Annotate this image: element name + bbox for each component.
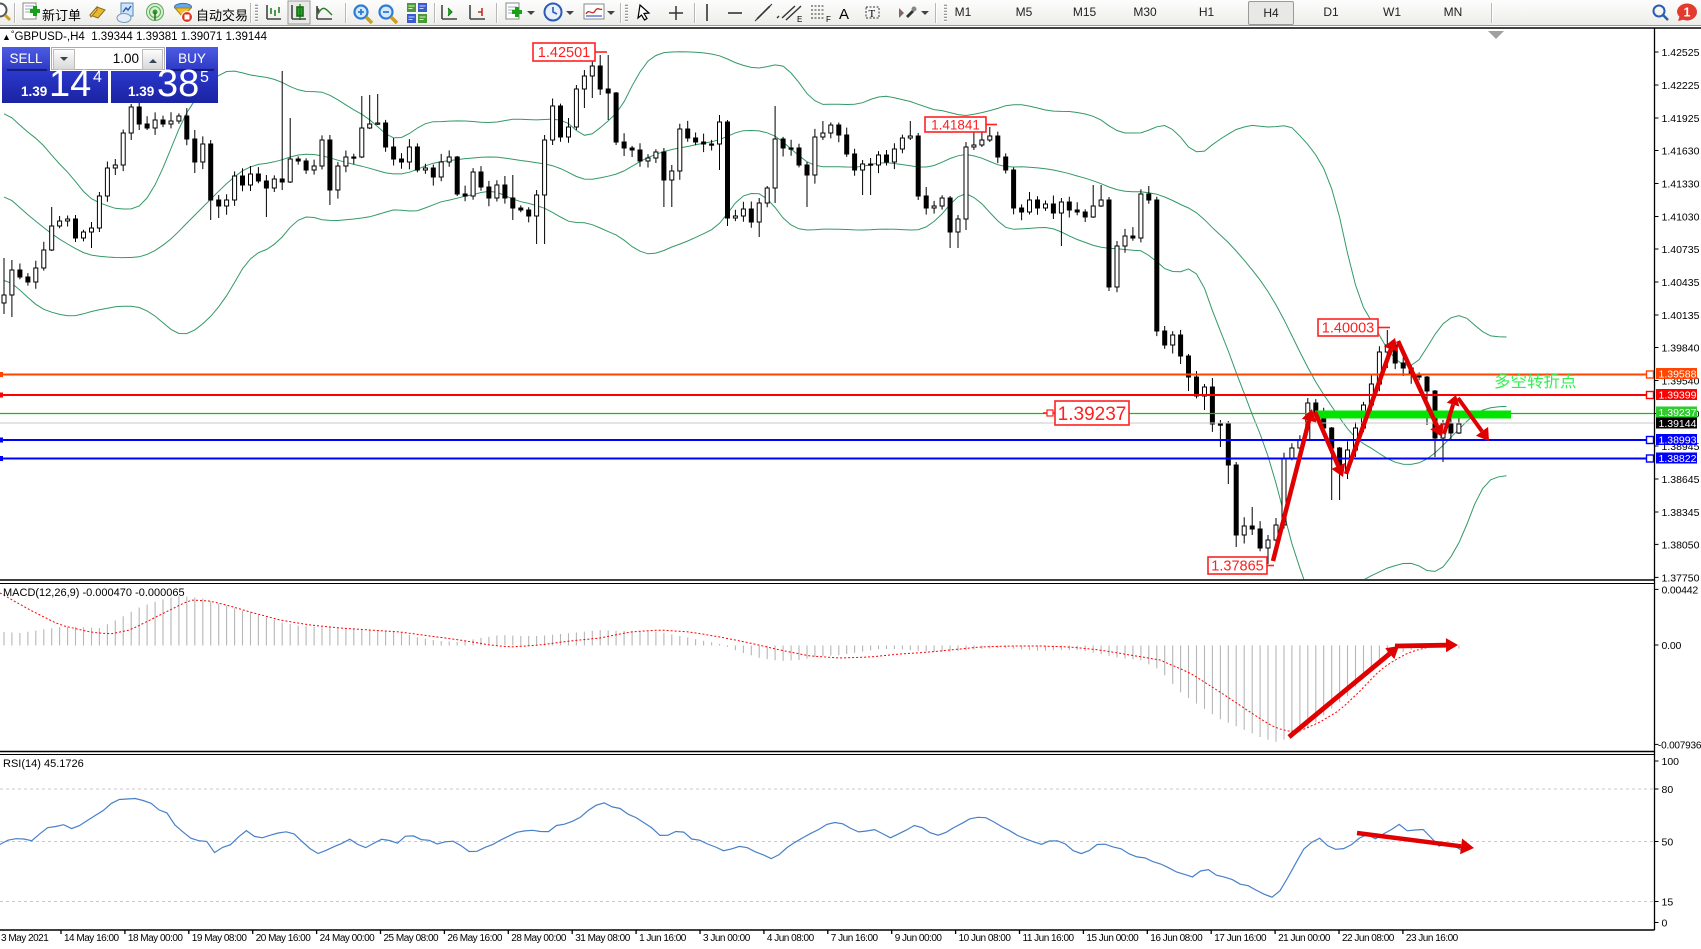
svg-text:0: 0 <box>1662 918 1668 930</box>
svg-text:1.39588: 1.39588 <box>1659 369 1697 381</box>
svg-text:19 May 08:00: 19 May 08:00 <box>192 933 248 944</box>
svg-text:1.38645: 1.38645 <box>1662 474 1700 486</box>
svg-text:11 Jun 16:00: 11 Jun 16:00 <box>1023 933 1075 944</box>
svg-text:0.00442: 0.00442 <box>1662 584 1699 596</box>
svg-text:1.41630: 1.41630 <box>1662 146 1700 158</box>
svg-text:1.41330: 1.41330 <box>1662 179 1700 191</box>
svg-text:26 May 16:00: 26 May 16:00 <box>447 933 503 944</box>
svg-text:50: 50 <box>1662 837 1674 849</box>
svg-text:1.41925: 1.41925 <box>1662 113 1700 125</box>
svg-text:16 Jun 08:00: 16 Jun 08:00 <box>1150 933 1203 944</box>
svg-text:28 May 00:00: 28 May 00:00 <box>511 933 567 944</box>
svg-text:14 May 16:00: 14 May 16:00 <box>64 933 120 944</box>
svg-text:F: F <box>826 15 831 24</box>
svg-text:25 May 08:00: 25 May 08:00 <box>384 933 440 944</box>
svg-text:1.38822: 1.38822 <box>1659 453 1697 465</box>
svg-text:1.42225: 1.42225 <box>1662 80 1700 92</box>
svg-text:1.37865: 1.37865 <box>1211 559 1263 575</box>
svg-text:多空转折点: 多空转折点 <box>1494 372 1577 391</box>
svg-text:1.40003: 1.40003 <box>1322 321 1374 337</box>
svg-text:1.39399: 1.39399 <box>1659 390 1697 402</box>
svg-text:9 Jun 00:00: 9 Jun 00:00 <box>895 933 943 944</box>
svg-text:MACD(12,26,9) -0.000470 -0.000: MACD(12,26,9) -0.000470 -0.000065 <box>3 587 185 599</box>
svg-text:1.37750: 1.37750 <box>1662 572 1700 584</box>
svg-text:A: A <box>839 6 849 23</box>
svg-text:1.41841: 1.41841 <box>931 117 980 132</box>
svg-text:1.39840: 1.39840 <box>1662 343 1700 355</box>
svg-text:80: 80 <box>1662 784 1674 796</box>
svg-text:22 Jun 08:00: 22 Jun 08:00 <box>1342 933 1395 944</box>
svg-text:31 May 08:00: 31 May 08:00 <box>575 933 631 944</box>
svg-text:100: 100 <box>1662 756 1680 768</box>
svg-text:E: E <box>797 15 802 24</box>
svg-text:1.42501: 1.42501 <box>538 45 590 61</box>
svg-text:7 Jun 16:00: 7 Jun 16:00 <box>831 933 879 944</box>
svg-text:1.39237: 1.39237 <box>1659 407 1697 419</box>
svg-text:T: T <box>869 8 876 20</box>
svg-text:0.00: 0.00 <box>1662 640 1682 652</box>
svg-text:1.40435: 1.40435 <box>1662 277 1700 289</box>
svg-text:1 Jun 16:00: 1 Jun 16:00 <box>639 933 687 944</box>
svg-text:1.42525: 1.42525 <box>1662 47 1700 59</box>
svg-text:18 May 00:00: 18 May 00:00 <box>128 933 184 944</box>
svg-text:-0.007936: -0.007936 <box>1658 740 1701 751</box>
svg-text:1.38050: 1.38050 <box>1662 539 1700 551</box>
svg-text:10 Jun 08:00: 10 Jun 08:00 <box>959 933 1012 944</box>
svg-text:1.41030: 1.41030 <box>1662 212 1700 224</box>
svg-text:RSI(14) 45.1726: RSI(14) 45.1726 <box>3 758 84 770</box>
svg-text:1.38993: 1.38993 <box>1659 435 1697 447</box>
svg-text:1.39144: 1.39144 <box>1659 418 1697 430</box>
svg-text:23 Jun 16:00: 23 Jun 16:00 <box>1406 933 1459 944</box>
svg-text:▲°GBPUSD-,H4 1.39344 1.39381: ▲°GBPUSD-,H4 1.39344 1.39381 1.39071 1.3… <box>2 29 268 43</box>
svg-text:21 Jun 00:00: 21 Jun 00:00 <box>1278 933 1331 944</box>
svg-text:3 Jun 00:00: 3 Jun 00:00 <box>703 933 751 944</box>
svg-text:15 Jun 00:00: 15 Jun 00:00 <box>1086 933 1139 944</box>
svg-text:17 Jun 16:00: 17 Jun 16:00 <box>1214 933 1267 944</box>
svg-text:1.38345: 1.38345 <box>1662 507 1700 519</box>
svg-text:20 May 16:00: 20 May 16:00 <box>256 933 312 944</box>
svg-text:1.39237: 1.39237 <box>1058 404 1127 425</box>
svg-text:1: 1 <box>1684 6 1691 20</box>
svg-text:4 Jun 08:00: 4 Jun 08:00 <box>767 933 815 944</box>
svg-text:15: 15 <box>1662 897 1674 909</box>
svg-text:3 May 2021: 3 May 2021 <box>1 933 49 944</box>
svg-text:24 May 00:00: 24 May 00:00 <box>320 933 376 944</box>
svg-text:1.40735: 1.40735 <box>1662 244 1700 256</box>
svg-text:1.40135: 1.40135 <box>1662 310 1700 322</box>
